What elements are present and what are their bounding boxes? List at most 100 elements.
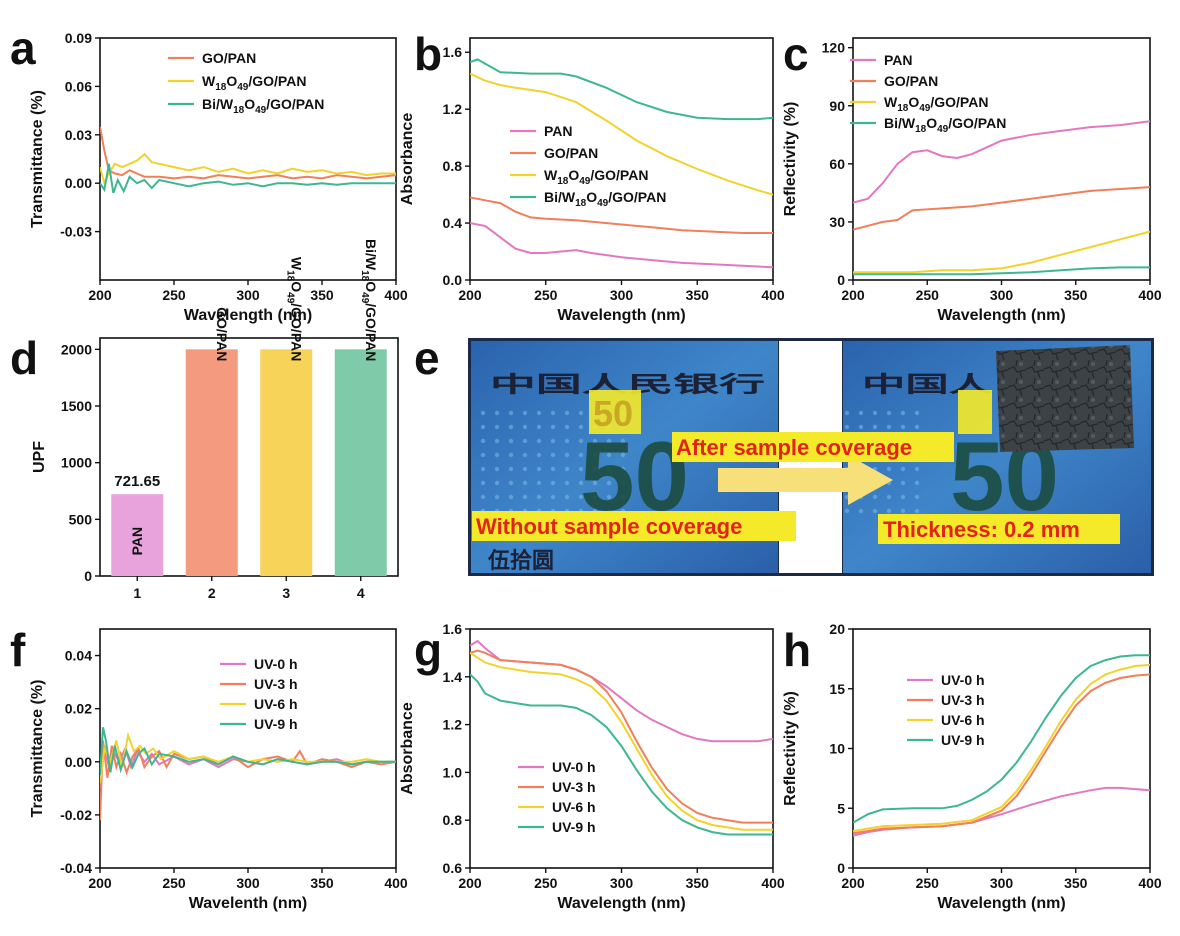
x-axis-label: Wavelength (nm) [184,307,312,324]
bar-label: PAN [129,527,145,556]
chart-f-transmittance-uv: 200 250 300 350 400 0.04 0.02 0.00 -0.02 -0.04 Wav… [29,628,408,912]
label-part: Bi/W [884,115,916,131]
y-axis-label: Transmittance (%) [29,680,46,818]
x-tick-label: 350 [686,287,710,303]
x-tick-label: 400 [761,287,785,303]
legend-label: PAN [884,52,913,68]
y-tick-label: 0.06 [65,78,92,94]
y-tick-label: 20 [829,621,845,637]
label-part: 49 [597,198,609,209]
label-part: 18 [215,82,227,93]
y-tick-label: 0 [837,272,845,288]
y-tick-label: 60 [829,156,845,172]
x-tick-label: 200 [458,875,482,891]
legend-label: UV-0 h [254,656,298,672]
panel-label-g: g [414,624,442,676]
y-tick-label: 0.8 [443,158,463,174]
y-tick-label: 1500 [61,398,92,414]
label-part: 49 [919,103,931,114]
legend-label: W18O49/GO/PAN [202,73,306,93]
x-tick-label: 300 [990,287,1014,303]
y-axis-label: UPF [31,441,48,473]
legend-label: UV-6 h [254,696,298,712]
y-tick-label: 1.2 [443,101,463,117]
label-part: GO/PAN [214,307,230,361]
plot-frame [469,37,774,281]
label-without-sample-coverage: Without sample coverage [476,514,742,539]
y-axis-label: Absorbance [399,702,416,795]
panel-e-photo: 中国人民银行 50 50 伍拾圆 中国人 50 After sample cov… [468,338,1154,576]
series-line [853,266,1150,276]
label-part: W [202,73,216,89]
bar [111,494,164,576]
label-part: /GO/PAN [288,303,304,361]
chart-g-absorbance-uv: 200 250 300 350 400 0.6 0.8 1.0 1.2 1.4 1.6 Wavelen… [399,621,785,912]
legend-label: UV-3 h [941,692,985,708]
highlight-box-right [958,390,992,434]
x-tick-label: 350 [310,875,334,891]
y-tick-label: 0.03 [65,127,92,143]
label-part: W [544,167,558,183]
y-tick-label: 0.8 [443,812,463,828]
series-line [100,731,396,784]
y-tick-label: 0.00 [65,175,92,191]
legend-label: UV-3 h [254,676,298,692]
label-part: /GO/PAN [248,73,306,89]
y-tick-label: 1.4 [443,669,463,685]
label-part: /GO/PAN [948,115,1006,131]
label-part: O [226,73,237,89]
series-line [100,152,396,187]
x-axis-label: Wavelength (nm) [937,307,1065,324]
label-part: 49 [237,82,249,93]
series-line [100,163,396,194]
legend-label: W18O49/GO/PAN [884,94,988,114]
chart-a-transmittance: 200 250 300 350 400 0.09 0.06 0.03 0.00 -0.03 Wave… [29,30,408,324]
y-tick-label: 0.0 [443,272,463,288]
panel-label-e: e [414,332,440,384]
panel-label-a: a [10,22,36,74]
label-part: /GO/PAN [590,167,648,183]
chart-c-reflectivity: 200 250 300 350 400 0 30 60 90 120 Wavelength (nm)… [782,37,1162,324]
label-part: /GO/PAN [363,303,379,361]
y-axis-label: Reflectivity (%) [782,102,799,217]
x-axis-label: Wavelenth (nm) [189,895,308,912]
label-part: O [363,281,379,292]
legend-label: Bi/W18O49/GO/PAN [544,189,666,209]
label-bg-thickness [878,514,1120,544]
x-tick-label: 300 [990,875,1014,891]
y-tick-label: 500 [69,511,93,527]
legend-label: Bi/W18O49/GO/PAN [202,96,324,116]
legend-label: UV-6 h [941,712,985,728]
y-axis-label: Transmittance (%) [29,90,46,228]
series-line [100,727,396,776]
legend-label: UV-0 h [552,759,596,775]
panel-label-h: h [783,624,811,676]
series-line [853,663,1150,832]
label-part: GO/PAN [884,73,938,89]
plot-frame [469,628,774,869]
x-tick-label: 200 [88,287,112,303]
y-tick-label: 0.4 [443,215,463,231]
y-tick-label: 0 [84,568,92,584]
series-line [470,652,773,831]
label-part: O [568,167,579,183]
label-part: 49 [579,176,591,187]
label-part: 18 [284,270,295,282]
x-axis-label: Wavelength (nm) [937,895,1065,912]
label-part: UV-9 h [552,819,596,835]
label-part: PAN [884,52,913,68]
label-bg-after [672,432,954,462]
label-part: UV-0 h [941,672,985,688]
chart-b-absorbance: 200 250 300 350 400 0.0 0.4 0.8 1.2 1.6 Wavelength… [399,37,785,324]
legend-label: PAN [544,123,573,139]
x-tick-label: 2 [208,585,216,601]
y-tick-label: 2000 [61,341,92,357]
bar [260,349,313,576]
x-tick-label: 400 [1138,875,1162,891]
x-tick-label: 4 [357,585,365,601]
x-tick-label: 1 [133,585,141,601]
y-axis-label: Absorbance [399,113,416,206]
series-line [470,222,773,269]
series-line [853,120,1150,204]
